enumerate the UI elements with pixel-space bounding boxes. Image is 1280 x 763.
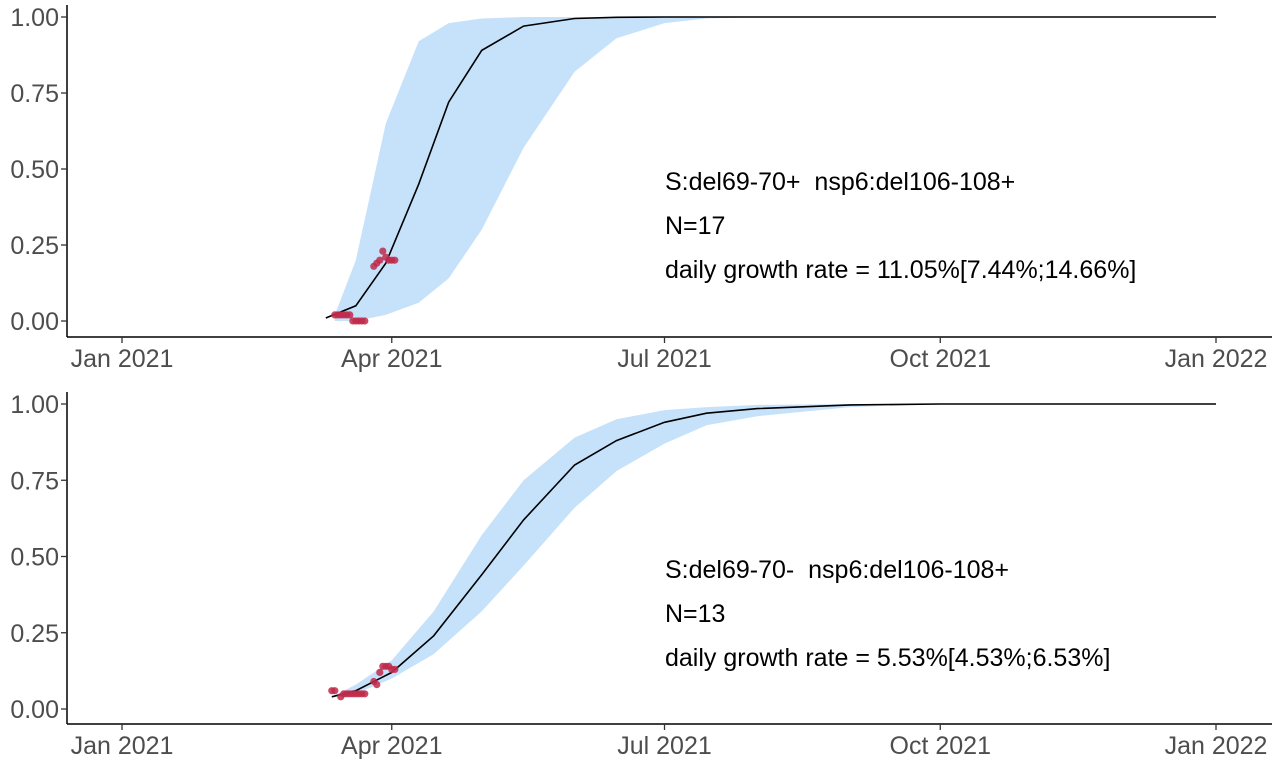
x-tick-label: Jul 2021 bbox=[617, 732, 712, 760]
x-tick-label: Jul 2021 bbox=[617, 345, 712, 373]
annotation-line: daily growth rate = 5.53%[4.53%;6.53%] bbox=[665, 644, 1110, 672]
data-point bbox=[391, 256, 399, 264]
panel-bottom: 0.00 0.25 0.50 0.75 1.00 Jan 2021 Apr 2021 Jul … bbox=[10, 391, 1272, 760]
y-tick-label: 0.00 bbox=[10, 308, 59, 336]
data-point bbox=[373, 681, 381, 689]
annotation-line: daily growth rate = 11.05%[7.44%;14.66%] bbox=[665, 256, 1136, 284]
confidence-band bbox=[334, 17, 941, 321]
fit-curve bbox=[325, 16, 1216, 319]
annotation-line: S:del69-70- nsp6:del106-108+ bbox=[665, 556, 1009, 584]
panel-top: 0.00 0.25 0.50 0.75 1.00 Jan 2021 Apr 2021 Jul … bbox=[10, 4, 1272, 373]
x-tick-label: Jan 2022 bbox=[1165, 732, 1268, 760]
y-tick-label: 0.25 bbox=[10, 620, 59, 648]
annotation-line: N=17 bbox=[665, 212, 725, 240]
fit-curve bbox=[331, 403, 1216, 698]
y-tick-label: 0.25 bbox=[10, 232, 59, 260]
annotation-line: N=13 bbox=[665, 600, 725, 628]
x-tick-label: Apr 2021 bbox=[341, 732, 442, 760]
data-point bbox=[376, 668, 384, 677]
x-tick-label: Oct 2021 bbox=[890, 732, 991, 760]
confidence-band bbox=[331, 404, 1034, 697]
x-tick-label: Oct 2021 bbox=[890, 345, 991, 373]
x-tick-label: Jan 2021 bbox=[71, 345, 174, 373]
x-tick-label: Jan 2022 bbox=[1165, 345, 1268, 373]
y-tick-label: 0.75 bbox=[10, 467, 59, 495]
data-point bbox=[361, 317, 369, 325]
y-tick-label: 1.00 bbox=[10, 391, 59, 419]
data-point bbox=[361, 690, 369, 698]
data-point bbox=[331, 687, 339, 695]
data-point bbox=[346, 311, 354, 319]
x-tick-label: Jan 2021 bbox=[71, 732, 174, 760]
y-tick-label: 0.00 bbox=[10, 696, 59, 724]
y-tick-label: 0.75 bbox=[10, 80, 59, 108]
annotation-line: S:del69-70+ nsp6:del106-108+ bbox=[665, 168, 1015, 196]
y-tick-label: 0.50 bbox=[10, 544, 59, 572]
data-point bbox=[376, 256, 384, 264]
x-tick-label: Apr 2021 bbox=[341, 345, 442, 373]
data-point bbox=[391, 665, 399, 674]
y-tick-label: 0.50 bbox=[10, 156, 59, 184]
data-point bbox=[379, 247, 387, 255]
y-tick-label: 1.00 bbox=[10, 4, 59, 32]
